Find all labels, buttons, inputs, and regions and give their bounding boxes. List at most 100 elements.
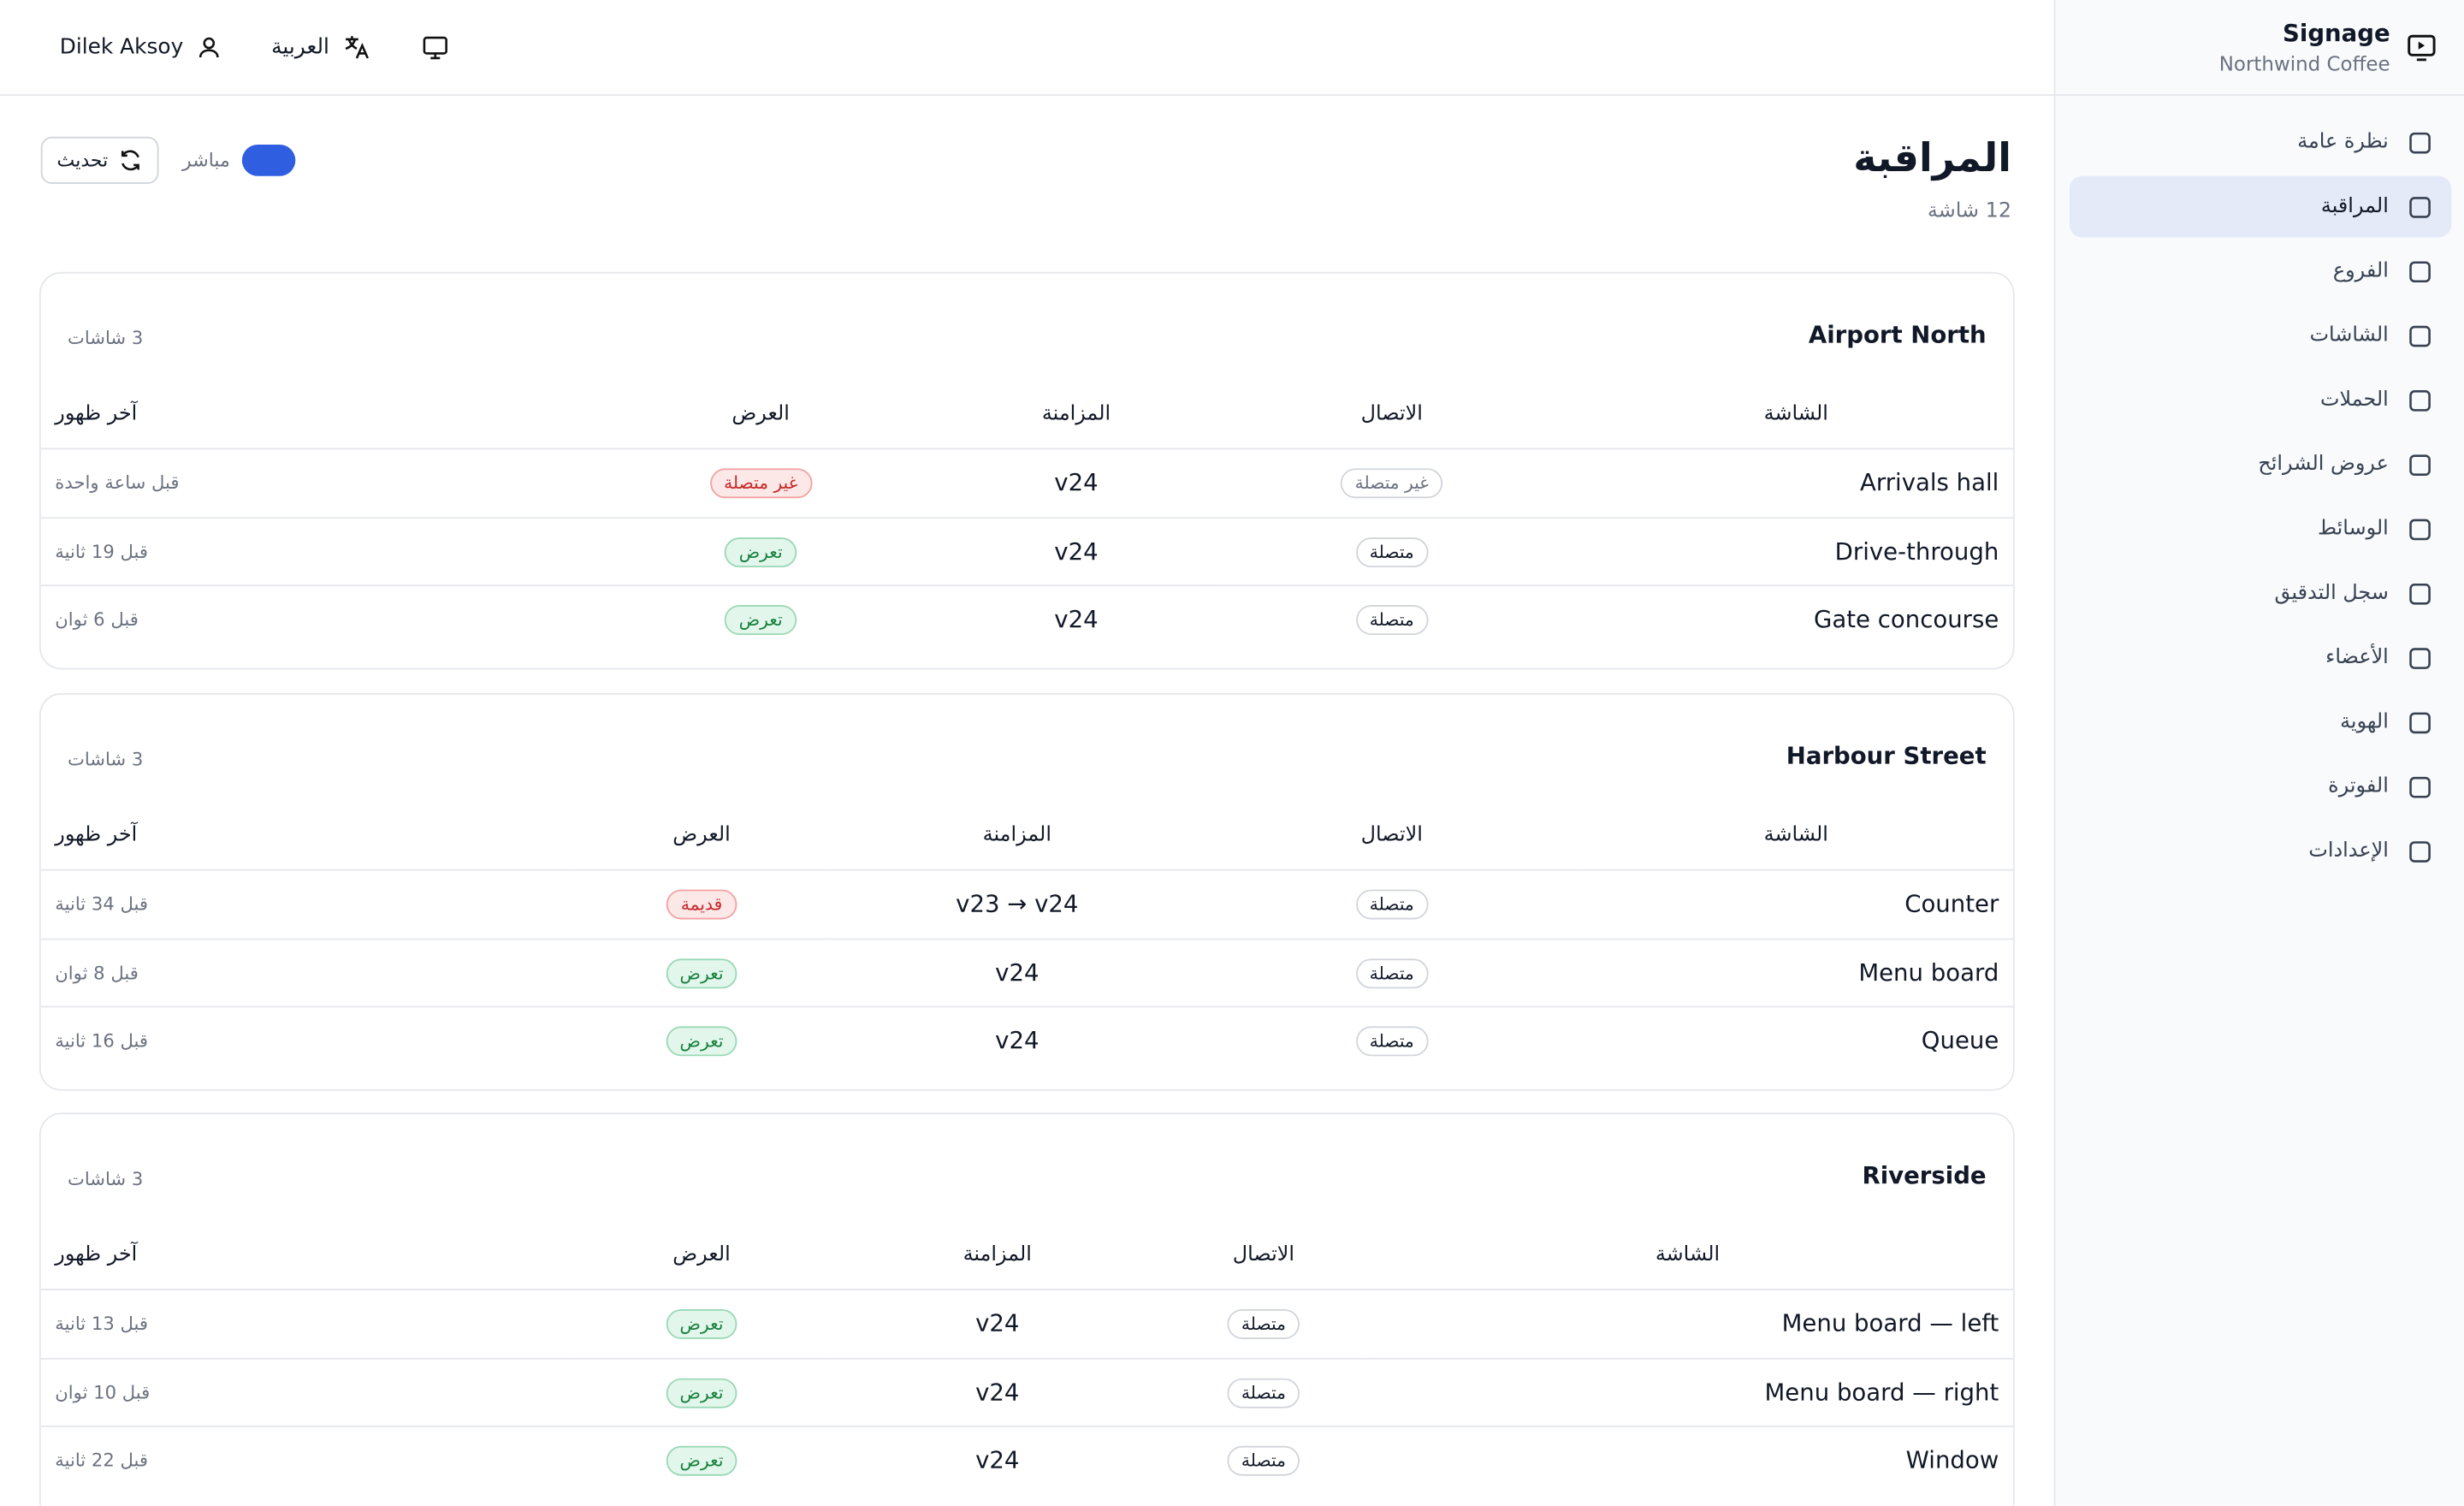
live-toggle[interactable]: مباشر	[182, 144, 297, 176]
connection-cell: غير متصلة	[1204, 448, 1579, 519]
nav-icon	[2409, 454, 2431, 476]
tbody: Arrivals hall غير متصلة v24 غير متصلة قبل سا…	[40, 448, 2013, 653]
connection-cell: متصلة	[1204, 517, 1579, 587]
user-icon	[198, 37, 219, 58]
sync-version: v23 → v24	[829, 869, 1205, 940]
connection-cell: متصلة	[1205, 1006, 1579, 1074]
column-header: العرض	[573, 378, 949, 450]
display-cell: قديمة	[573, 869, 830, 940]
nav-item[interactable]: الهوية	[2070, 691, 2451, 753]
nav-item[interactable]: الشاشات	[2070, 305, 2451, 366]
screen-table: الشاشة الاتصال المزامنة العرض آخر ظهور Counte…	[40, 799, 2013, 1075]
nav-item[interactable]: المراقبة	[2069, 175, 2452, 238]
brand: Signage Northwind Coffee	[2055, 0, 2464, 97]
page-subtitle: 12 شاشة	[1927, 199, 2012, 223]
display-badge: تعرض	[725, 605, 797, 636]
nav-item[interactable]: نظرة عامة	[2070, 111, 2451, 173]
connection-badge: متصلة	[1227, 1309, 1300, 1340]
nav-icon	[2409, 647, 2431, 668]
group-count: 3 شاشات	[67, 327, 144, 349]
screen-name: Menu board — left	[1362, 1290, 2013, 1359]
display-badge: تعرض	[666, 1026, 738, 1057]
nav-item[interactable]: الإعدادات	[2070, 821, 2451, 882]
connection-cell: متصلة	[1164, 1290, 1363, 1359]
sync-version: v24	[975, 1446, 1020, 1475]
nav-label: الإعدادات	[2308, 839, 2389, 863]
column-header: الشاشة	[1578, 378, 2013, 450]
nav-label: الحملات	[2319, 388, 2389, 412]
nav-item[interactable]: عروض الشرائح	[2070, 434, 2451, 495]
nav-icon	[2409, 775, 2431, 797]
group-count: 3 شاشات	[67, 748, 144, 771]
nav-icon	[2409, 260, 2431, 282]
screen-row[interactable]: Arrivals hall غير متصلة v24 غير متصلة قبل سا…	[40, 448, 2013, 519]
nav-label: الأعضاء	[2325, 645, 2389, 670]
page-title: المراقبة	[1853, 134, 2012, 181]
screen-name: Arrivals hall	[1578, 448, 2013, 519]
nav-item[interactable]: الحملات	[2070, 370, 2451, 431]
display-cell: غير متصلة	[573, 448, 949, 519]
screen-row[interactable]: Menu board — right متصلة v24 تعرض قبل 10 ثوا…	[40, 1357, 2013, 1427]
connection-cell: متصلة	[1165, 1426, 1363, 1494]
nav-icon	[2409, 196, 2431, 217]
display-cell: تعرض	[573, 1290, 830, 1359]
screen-row[interactable]: Queue متصلة v24 تعرض قبل 16 ثانية	[41, 1006, 2013, 1074]
connection-badge: متصلة	[1355, 958, 1429, 988]
column-header: العرض	[573, 799, 830, 871]
connection-badge: متصلة	[1355, 605, 1429, 636]
last-seen: قبل 34 ثانية	[40, 869, 574, 940]
nav-label: الفروع	[2332, 259, 2389, 283]
screen-row[interactable]: Gate concourse متصلة v24 تعرض قبل 6 ثوان	[41, 585, 2013, 653]
nav-label: الهوية	[2340, 710, 2389, 734]
nav-item[interactable]: سجل التدقيق	[2070, 563, 2451, 625]
screen-name: Menu board — right	[1362, 1357, 2013, 1427]
display-badge: تعرض	[666, 958, 738, 988]
thead: الشاشة الاتصال المزامنة العرض آخر ظهور	[40, 1219, 2013, 1290]
refresh-button[interactable]: تحديث	[40, 136, 159, 184]
connection-cell: متصلة	[1205, 585, 1579, 653]
nav-label: الفوترة	[2328, 774, 2389, 799]
live-label: مباشر	[182, 149, 230, 172]
header-row: الشاشة الاتصال المزامنة العرض آخر ظهور	[40, 799, 2013, 871]
display-badge: قديمة	[666, 890, 737, 920]
sync-version: v24	[995, 1026, 1040, 1055]
nav-item[interactable]: الفوترة	[2070, 756, 2451, 817]
user-menu[interactable]: Dilek Aksoy	[59, 34, 222, 60]
last-seen: قبل ساعة واحدة	[40, 448, 574, 519]
screen-row[interactable]: Menu board متصلة v24 تعرض قبل 8 ثوان	[40, 938, 2013, 1008]
connection-cell: متصلة	[1204, 869, 1579, 940]
header-row: الشاشة الاتصال المزامنة العرض آخر ظهور	[40, 378, 2013, 450]
tbody: Counter متصلة v23 → v24 قديمة قبل 34 ثانية Me…	[40, 869, 2013, 1075]
sync-version: v24	[829, 1357, 1165, 1427]
nav-item[interactable]: الأعضاء	[2070, 627, 2451, 689]
switch	[242, 144, 297, 176]
nav-icon	[2409, 389, 2431, 411]
screen-icon[interactable]	[420, 33, 448, 62]
sync-version: v24	[948, 448, 1205, 519]
screen-row[interactable]: Counter متصلة v23 → v24 قديمة قبل 34 ثانية	[40, 869, 2013, 940]
connection-badge: متصلة	[1227, 1446, 1300, 1477]
thead: الشاشة الاتصال المزامنة العرض آخر ظهور	[40, 799, 2013, 871]
connection-cell: متصلة	[1164, 1357, 1363, 1427]
nav-item[interactable]: الوسائط	[2070, 498, 2451, 560]
sync-version: v24	[829, 938, 1205, 1008]
display-badge: تعرض	[665, 1309, 738, 1340]
column-header: آخر ظهور	[40, 1219, 574, 1290]
user-name: Dilek Aksoy	[59, 34, 184, 60]
sidebar: Signage Northwind Coffee نظرة عامة المراق…	[2053, 0, 2464, 1506]
language-switch[interactable]: العربية	[271, 33, 370, 62]
brand-name: Signage	[2283, 19, 2390, 48]
thead: الشاشة الاتصال المزامنة العرض آخر ظهور	[40, 378, 2013, 450]
nav-item[interactable]: الفروع	[2070, 240, 2451, 302]
screen-row[interactable]: Menu board — left متصلة v24 تعرض قبل 13 ثاني…	[40, 1290, 2013, 1359]
screen-row[interactable]: Drive-through متصلة v24 تعرض قبل 19 ثانية	[40, 517, 2013, 587]
group-card: Airport North 3 شاشات الشاشة الاتصال المزامن…	[38, 271, 2015, 670]
nav-icon	[2409, 518, 2431, 540]
screen-row[interactable]: Window متصلة v24 تعرض قبل 22 ثانية	[41, 1426, 2013, 1494]
last-seen: قبل 13 ثانية	[40, 1290, 574, 1359]
nav-label: نظرة عامة	[2297, 130, 2389, 155]
display-cell: تعرض	[573, 585, 948, 653]
header-row: الشاشة الاتصال المزامنة العرض آخر ظهور	[40, 1219, 2013, 1290]
